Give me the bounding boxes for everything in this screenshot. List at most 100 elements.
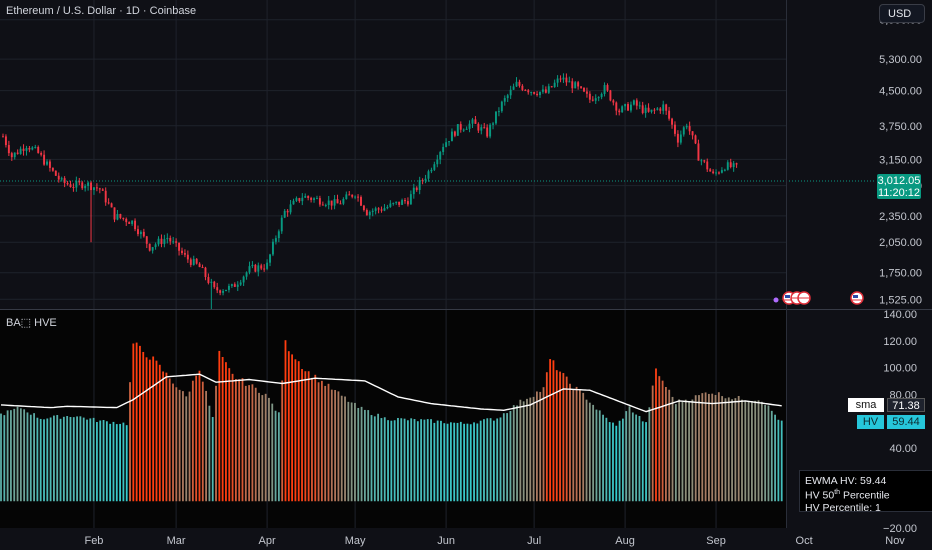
hv-bar — [112, 421, 115, 502]
hv-bar — [314, 374, 317, 502]
candle-body — [4, 136, 7, 146]
candle-body — [239, 282, 242, 285]
hv-bar — [162, 371, 165, 502]
hv-bar — [145, 357, 148, 502]
hv-bar — [476, 423, 479, 502]
candle-body — [553, 82, 556, 87]
candle-body — [550, 86, 553, 88]
hv-bar — [26, 412, 29, 502]
hv-bar — [33, 413, 35, 502]
time-axis-label: Apr — [259, 535, 276, 547]
us-flag-icon[interactable] — [797, 291, 811, 305]
hv-bar — [175, 387, 178, 502]
time-axis-label: Feb — [84, 535, 103, 547]
candle-body — [119, 214, 122, 218]
candle-body — [562, 77, 565, 80]
hv-bar — [453, 422, 456, 502]
price-axis-label: 1,750.00 — [879, 268, 922, 280]
candle-body — [712, 171, 715, 174]
candle-body — [627, 104, 629, 111]
candle-body — [283, 210, 286, 218]
hv-percentile-label: Percentile — [840, 489, 890, 502]
hv-bar — [238, 379, 241, 502]
hv-bar — [142, 351, 145, 502]
candle-body — [360, 197, 362, 206]
hv-bar — [658, 376, 661, 502]
candle-body — [571, 81, 574, 89]
candle-body — [230, 284, 233, 286]
time-axis[interactable]: FebMarAprMayJunJulAugSepOctNovDec2026 — [84, 535, 932, 547]
candle-body — [383, 208, 386, 211]
hv-bar — [446, 423, 449, 502]
hv-bar — [66, 416, 69, 502]
candle-body — [7, 145, 10, 154]
hv-bar — [688, 401, 690, 502]
hv-bar — [555, 370, 558, 502]
last-price-value: 3,012.05 — [877, 175, 921, 187]
candle-body — [137, 229, 139, 235]
hv-bar — [727, 397, 730, 502]
candle-body — [327, 200, 330, 206]
candle-body — [321, 204, 324, 206]
hv-bar — [615, 425, 618, 502]
hv-bar — [625, 411, 628, 502]
candle-body — [128, 222, 131, 224]
currency-button[interactable]: USD — [879, 4, 925, 23]
candle-body — [348, 194, 351, 196]
hv-bar — [185, 396, 188, 502]
candle-body — [580, 86, 583, 88]
candle-body — [69, 184, 72, 188]
hv-bar — [674, 404, 677, 502]
hv-bar — [16, 406, 19, 502]
hv-bar — [268, 397, 270, 502]
hv-50th-label: HV 50 — [805, 489, 835, 502]
candle-body — [219, 290, 222, 293]
ewma-hv-row: EWMA HV: 59.44 — [805, 475, 887, 487]
time-axis-label: Sep — [706, 535, 726, 547]
hv-bar — [549, 359, 552, 502]
candle-body — [389, 203, 392, 207]
hv-bar — [390, 420, 393, 502]
hv-bar — [301, 369, 303, 502]
hv-bar — [43, 419, 45, 502]
candle-body — [316, 198, 318, 200]
hv-bar — [281, 380, 284, 502]
sma-value: 71.38 — [887, 398, 925, 412]
hv-bar — [711, 393, 714, 502]
candle-body — [233, 284, 236, 287]
candle-body — [433, 164, 436, 170]
candle-body — [22, 148, 25, 151]
candle-body — [354, 196, 357, 198]
candle-body — [685, 126, 688, 128]
us-flag-icon[interactable] — [850, 291, 864, 305]
hv-bar — [459, 421, 462, 502]
candle-body — [377, 208, 380, 210]
hv-bar — [370, 415, 373, 502]
candle-body — [122, 217, 125, 219]
candle-body — [263, 268, 266, 270]
hv-bar — [747, 400, 750, 502]
symbol-title[interactable]: Ethereum / U.S. Dollar · 1D · Coinbase — [6, 5, 197, 17]
hv-bar — [49, 417, 52, 502]
candle-body — [157, 238, 160, 245]
candle-body — [618, 110, 621, 113]
indicator-title[interactable]: BA⬚ HVE — [6, 317, 57, 329]
hv-bar — [172, 383, 174, 502]
hv-bar — [0, 413, 2, 502]
price-axis[interactable]: 6,500.005,300.004,500.003,750.003,150.00… — [879, 15, 922, 307]
candle-body — [178, 242, 181, 251]
candle-body — [536, 93, 539, 96]
hv-50th-sup: th — [834, 489, 841, 496]
hv-bar — [377, 413, 380, 502]
hv-bar — [741, 399, 743, 502]
candle-body — [723, 169, 726, 171]
candle-body — [34, 146, 37, 148]
candle-body — [500, 101, 503, 112]
candle-body — [480, 127, 483, 131]
hv-bar — [764, 404, 767, 502]
candle-body — [227, 285, 230, 290]
hv-bar — [631, 412, 634, 502]
hv-bar — [277, 412, 280, 502]
candle-body — [533, 92, 536, 94]
